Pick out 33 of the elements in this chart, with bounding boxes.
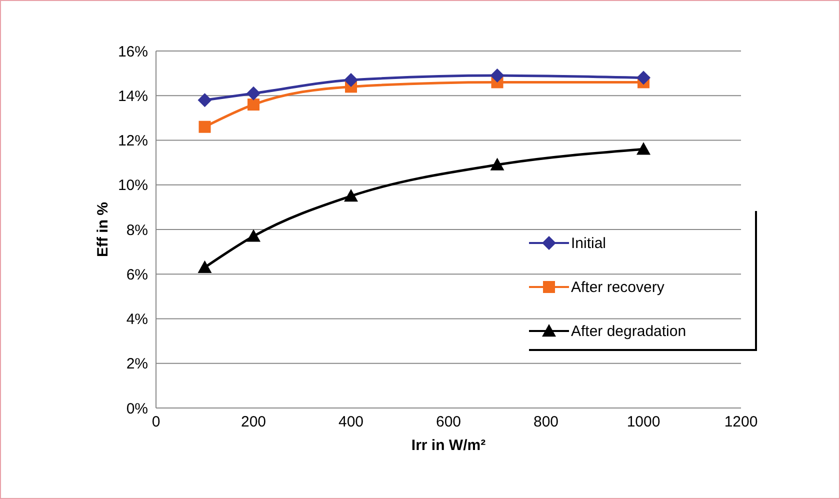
legend-label: Initial — [571, 234, 606, 252]
x-tick-label: 200 — [240, 414, 266, 431]
x-tick-label: 400 — [338, 414, 364, 431]
point — [246, 229, 260, 242]
y-tick-label: 14% — [118, 88, 148, 105]
y-tick-label: 0% — [126, 400, 148, 418]
point — [344, 73, 358, 88]
point — [490, 68, 504, 83]
y-tick-label: 6% — [126, 266, 148, 284]
legend-label: After recovery — [571, 278, 664, 296]
point — [490, 158, 504, 170]
point — [198, 93, 212, 108]
point — [636, 142, 650, 155]
point — [248, 98, 260, 111]
point — [246, 86, 260, 100]
y-tick-label: 16% — [118, 43, 148, 60]
legend-label: After degradation — [571, 322, 686, 340]
y-tick-label: 10% — [118, 177, 148, 194]
y-tick-label: 12% — [118, 132, 148, 150]
x-axis-title: Irr in W/m² — [411, 437, 486, 454]
y-tick-label: 4% — [126, 311, 148, 328]
x-tick-label: 0 — [152, 414, 160, 431]
x-tick-label: 1000 — [626, 414, 660, 431]
y-axis-title: Eff in % — [94, 202, 112, 257]
x-tick-label: 800 — [533, 414, 559, 431]
point — [198, 120, 211, 133]
point — [636, 70, 650, 85]
y-tick-label: 2% — [126, 356, 148, 373]
x-tick-label: 600 — [436, 414, 462, 431]
point — [344, 189, 358, 202]
point — [198, 260, 212, 274]
y-tick-label: 8% — [126, 222, 148, 239]
x-tick-label: 1200 — [724, 414, 758, 431]
